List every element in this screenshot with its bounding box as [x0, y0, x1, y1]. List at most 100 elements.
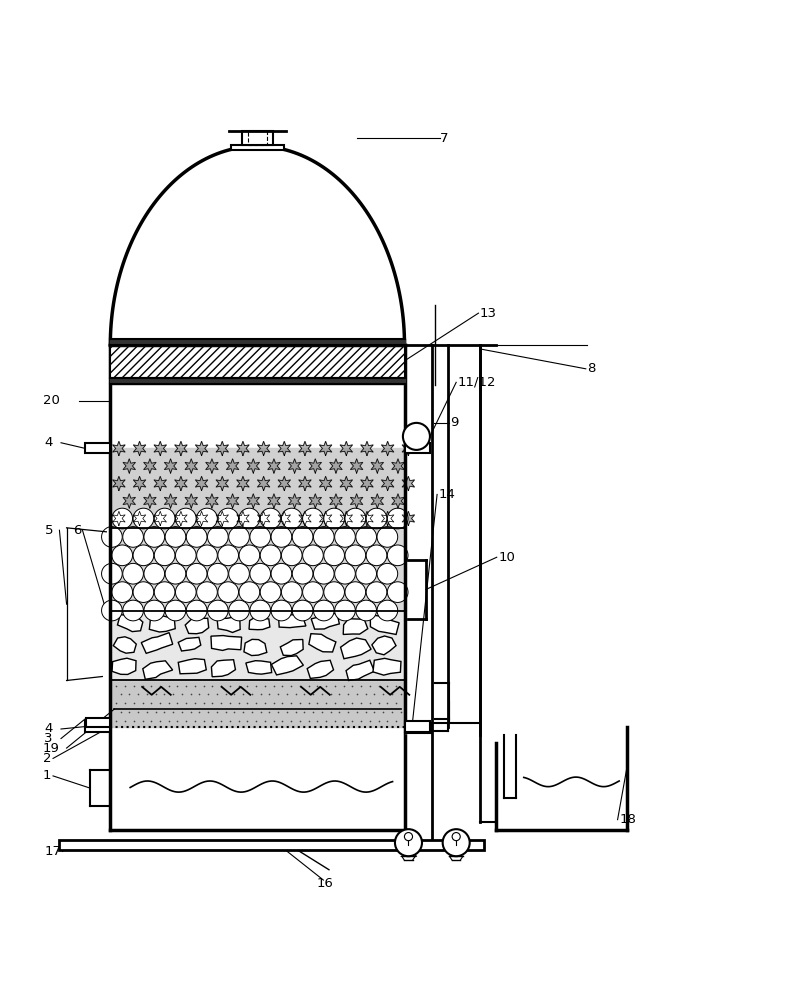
- Circle shape: [366, 582, 387, 602]
- Polygon shape: [117, 615, 143, 632]
- Polygon shape: [144, 494, 156, 508]
- Circle shape: [313, 563, 334, 584]
- Polygon shape: [123, 459, 135, 473]
- Polygon shape: [227, 494, 239, 508]
- Polygon shape: [373, 658, 401, 675]
- Text: 11/12: 11/12: [458, 376, 496, 389]
- Circle shape: [250, 600, 270, 621]
- Text: 14: 14: [438, 488, 455, 501]
- Circle shape: [229, 563, 249, 584]
- Text: 15: 15: [399, 847, 416, 860]
- Circle shape: [356, 527, 376, 547]
- Text: 4: 4: [44, 436, 53, 449]
- Polygon shape: [178, 637, 201, 651]
- Polygon shape: [343, 619, 368, 634]
- Circle shape: [112, 545, 133, 566]
- Circle shape: [282, 582, 302, 602]
- Circle shape: [303, 545, 324, 566]
- Circle shape: [144, 527, 164, 547]
- Bar: [85, 721, 110, 732]
- Polygon shape: [196, 476, 208, 491]
- Circle shape: [356, 563, 376, 584]
- Polygon shape: [112, 658, 136, 674]
- Circle shape: [197, 508, 218, 529]
- Circle shape: [133, 582, 154, 602]
- Circle shape: [133, 508, 154, 529]
- Circle shape: [102, 600, 122, 621]
- Polygon shape: [112, 511, 125, 526]
- Polygon shape: [361, 476, 373, 491]
- Polygon shape: [237, 476, 249, 491]
- Polygon shape: [205, 459, 218, 473]
- Polygon shape: [299, 441, 311, 456]
- Circle shape: [239, 582, 260, 602]
- Circle shape: [102, 527, 122, 547]
- Polygon shape: [154, 476, 167, 491]
- Polygon shape: [123, 494, 135, 508]
- Polygon shape: [307, 660, 333, 678]
- Circle shape: [313, 600, 334, 621]
- Polygon shape: [133, 441, 146, 456]
- Circle shape: [303, 582, 324, 602]
- Polygon shape: [278, 441, 290, 456]
- Polygon shape: [244, 639, 267, 656]
- Text: 3: 3: [44, 732, 53, 745]
- Circle shape: [229, 527, 249, 547]
- Text: 2: 2: [43, 752, 51, 765]
- Polygon shape: [227, 459, 239, 473]
- Polygon shape: [278, 615, 306, 628]
- Polygon shape: [311, 613, 339, 629]
- Circle shape: [335, 563, 355, 584]
- Polygon shape: [289, 459, 301, 473]
- Polygon shape: [330, 494, 342, 508]
- Polygon shape: [211, 660, 235, 677]
- Circle shape: [197, 582, 218, 602]
- Circle shape: [345, 508, 366, 529]
- Polygon shape: [281, 639, 303, 656]
- Polygon shape: [205, 494, 218, 508]
- Circle shape: [271, 527, 292, 547]
- Circle shape: [155, 545, 175, 566]
- Polygon shape: [361, 511, 373, 526]
- Polygon shape: [309, 634, 336, 652]
- Circle shape: [335, 600, 355, 621]
- Circle shape: [356, 600, 376, 621]
- Bar: [110, 345, 404, 378]
- Circle shape: [165, 600, 186, 621]
- Circle shape: [282, 508, 302, 529]
- Circle shape: [403, 423, 430, 450]
- Circle shape: [388, 508, 408, 529]
- Text: 9: 9: [451, 416, 459, 429]
- Polygon shape: [216, 476, 228, 491]
- Circle shape: [324, 545, 345, 566]
- Polygon shape: [371, 615, 399, 634]
- Circle shape: [165, 527, 186, 547]
- Polygon shape: [268, 459, 280, 473]
- Text: 13: 13: [480, 307, 497, 320]
- Circle shape: [218, 508, 239, 529]
- Polygon shape: [249, 617, 270, 630]
- Circle shape: [271, 563, 292, 584]
- Circle shape: [404, 833, 413, 841]
- Circle shape: [176, 582, 196, 602]
- Circle shape: [155, 582, 175, 602]
- Polygon shape: [257, 476, 270, 491]
- Polygon shape: [110, 146, 404, 345]
- Text: 10: 10: [498, 551, 515, 564]
- Circle shape: [335, 527, 355, 547]
- Polygon shape: [154, 511, 167, 526]
- Polygon shape: [382, 511, 394, 526]
- Polygon shape: [350, 494, 362, 508]
- Circle shape: [443, 829, 470, 856]
- Polygon shape: [257, 511, 270, 526]
- Circle shape: [123, 527, 143, 547]
- Polygon shape: [164, 459, 177, 473]
- Polygon shape: [175, 511, 187, 526]
- Circle shape: [144, 600, 164, 621]
- Circle shape: [292, 563, 313, 584]
- Polygon shape: [340, 441, 353, 456]
- Circle shape: [345, 582, 366, 602]
- Bar: [248, 131, 267, 145]
- Circle shape: [313, 527, 334, 547]
- Circle shape: [155, 508, 175, 529]
